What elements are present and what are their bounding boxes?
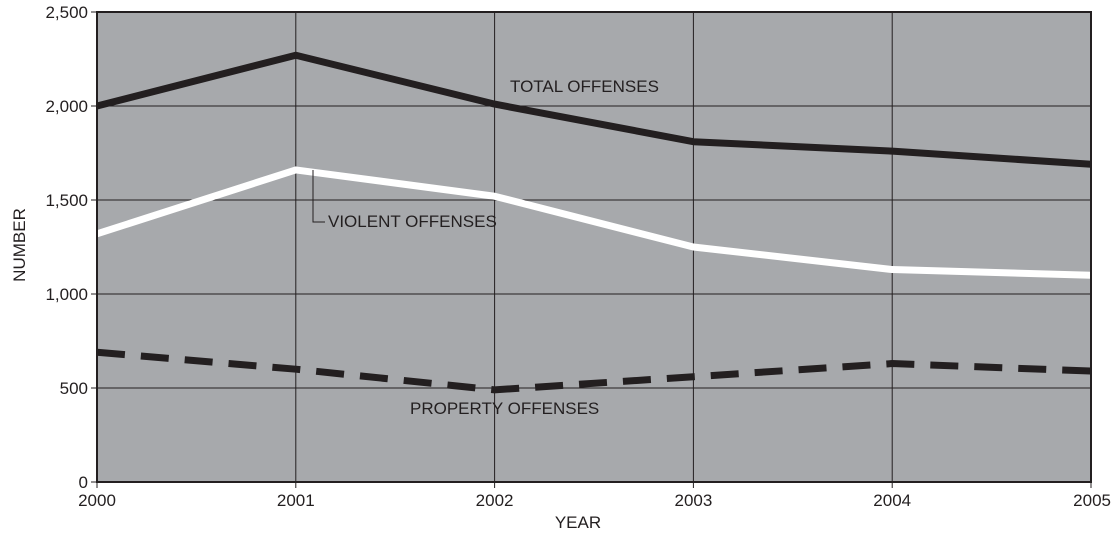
y-tick-label: 500 xyxy=(60,379,88,398)
y-axis-ticks: 0 500 1,000 1,500 2,000 2,500 xyxy=(45,3,97,492)
y-tick-label: 1,000 xyxy=(45,285,88,304)
y-tick-label: 0 xyxy=(79,473,88,492)
y-tick-label: 1,500 xyxy=(45,191,88,210)
x-tick-label: 2004 xyxy=(873,491,911,510)
series-label-total: TOTAL OFFENSES xyxy=(510,77,659,96)
x-axis-ticks: 2000 2001 2002 2003 2004 2005 xyxy=(78,482,1111,510)
series-label-property: PROPERTY OFFENSES xyxy=(410,399,599,418)
violent-label-leader xyxy=(312,170,325,223)
y-tick-label: 2,000 xyxy=(45,97,88,116)
series-lines xyxy=(95,51,1092,394)
plot-frame xyxy=(96,11,1092,483)
x-tick-label: 2005 xyxy=(1073,491,1111,510)
series-line-property-offenses xyxy=(96,348,1092,394)
plot-area xyxy=(97,12,1091,482)
series-line-total-offenses xyxy=(96,51,1092,168)
x-tick-label: 2000 xyxy=(78,491,116,510)
series-line-violent-offenses xyxy=(95,166,1092,279)
x-tick-label: 2002 xyxy=(476,491,514,510)
x-tick-label: 2001 xyxy=(277,491,315,510)
y-axis-title: NUMBER xyxy=(10,208,29,282)
y-tick-label: 2,500 xyxy=(45,3,88,22)
series-label-violent: VIOLENT OFFENSES xyxy=(328,212,497,231)
x-tick-label: 2003 xyxy=(674,491,712,510)
x-axis-title: YEAR xyxy=(555,513,601,532)
gridlines xyxy=(97,12,1091,482)
